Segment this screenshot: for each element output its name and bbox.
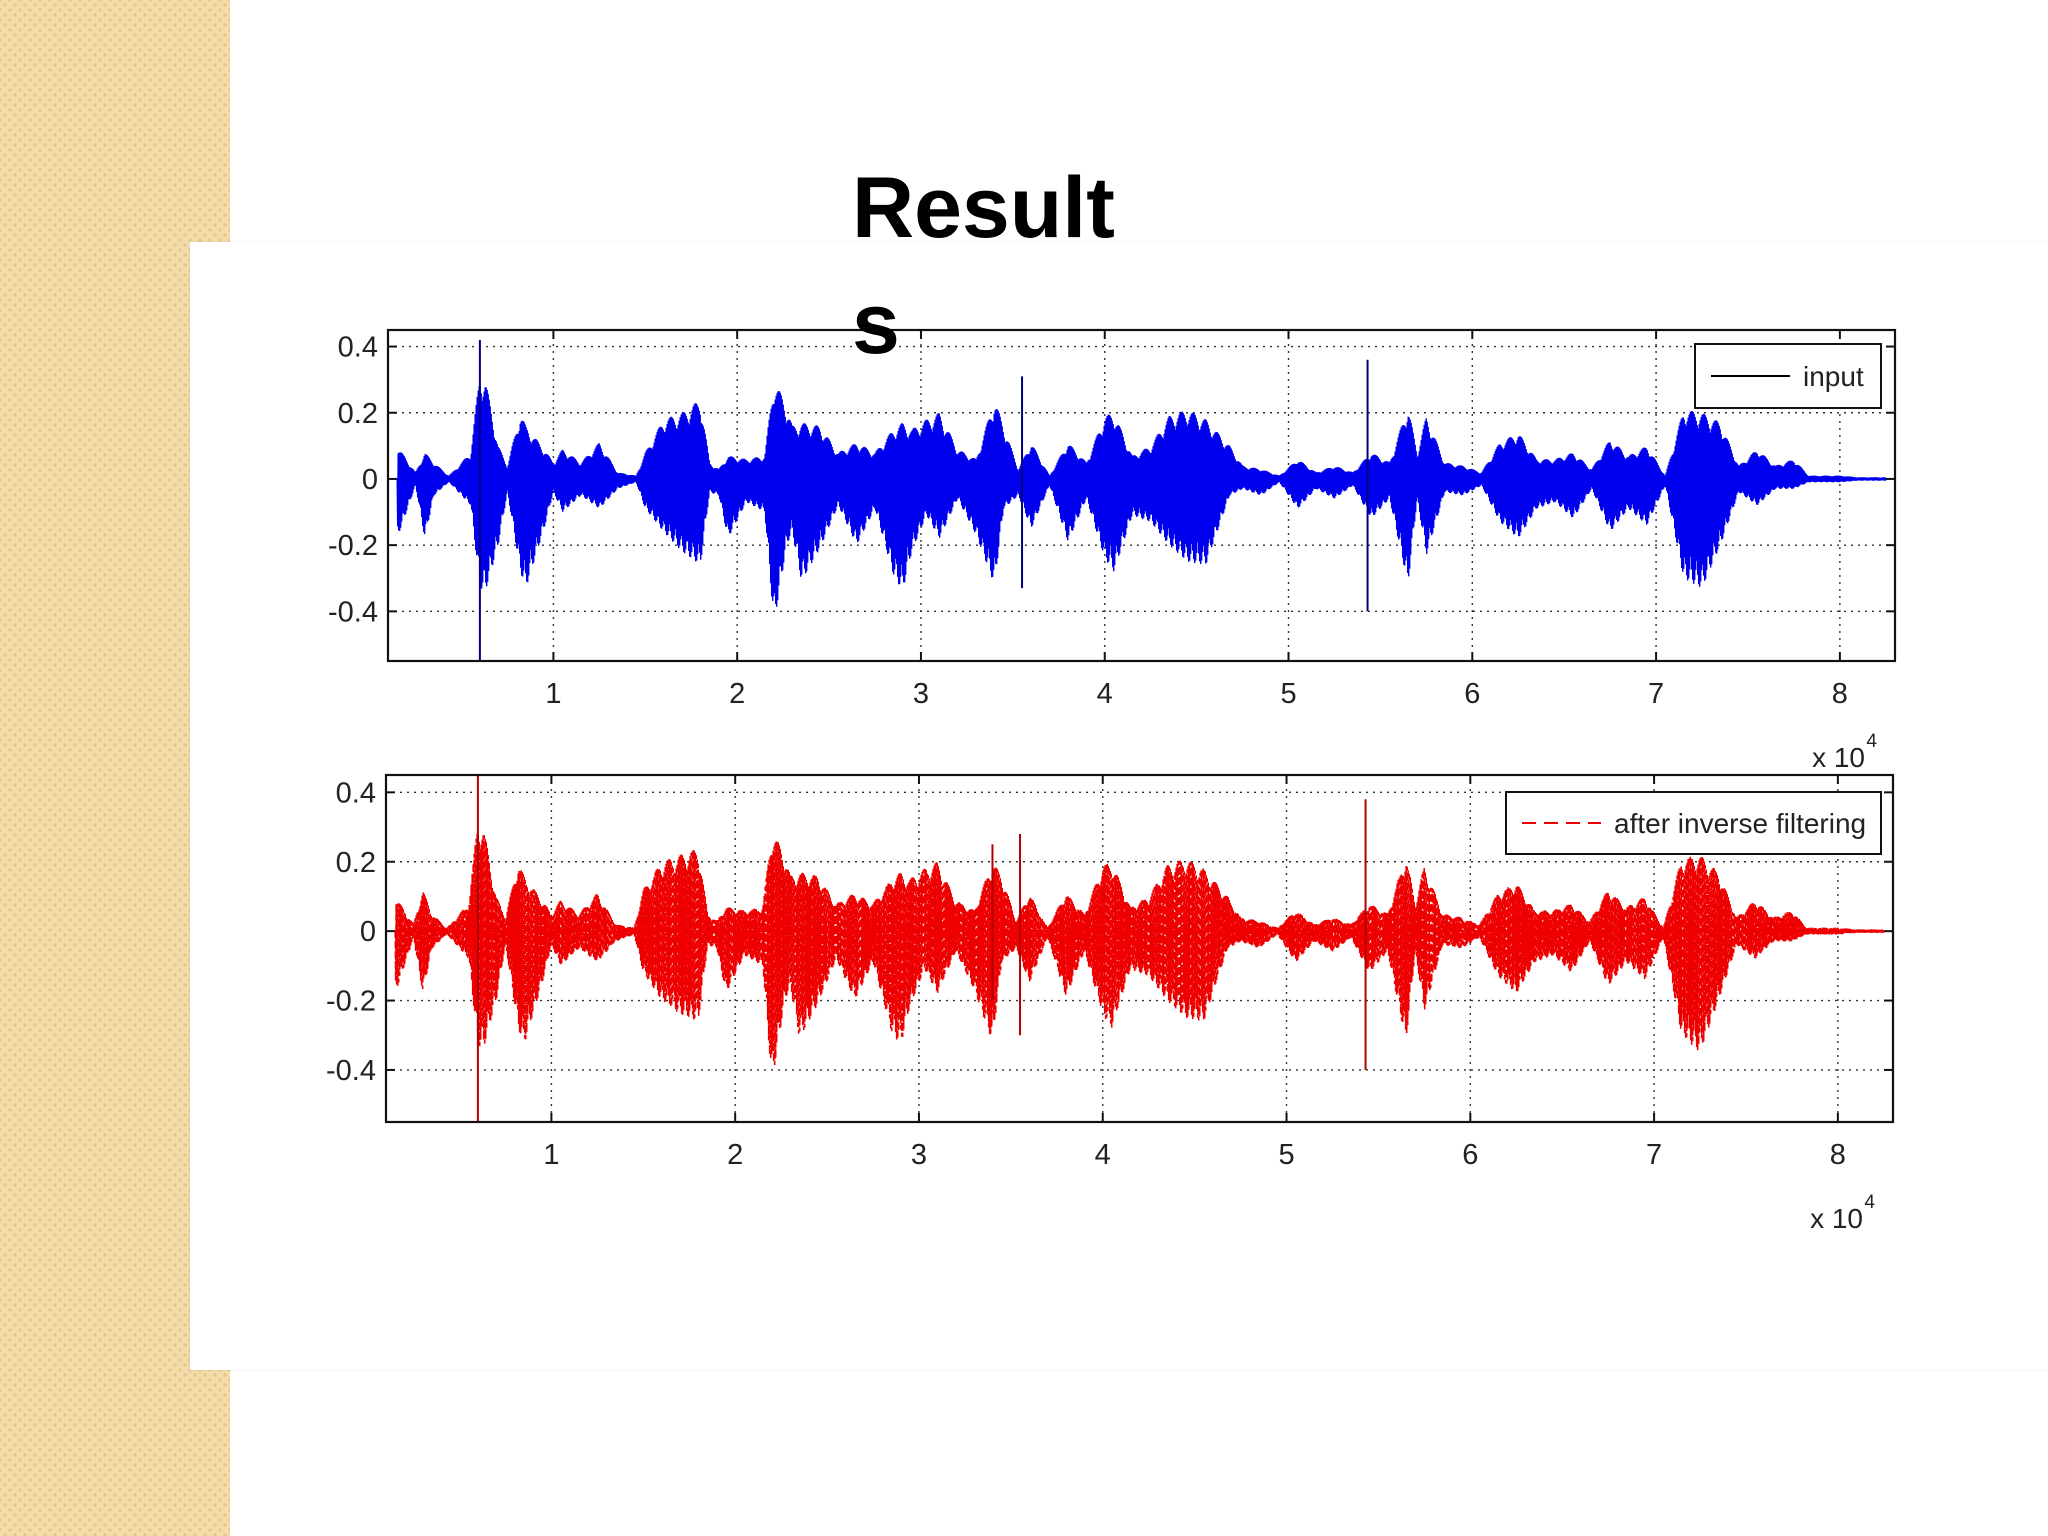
x-exponent-label: x 10 [1812, 742, 1865, 773]
y-tick-label: 0.2 [336, 847, 376, 879]
y-tick-label: 0.2 [338, 398, 378, 430]
x-tick-label: 1 [545, 678, 561, 710]
x-tick-label: 7 [1648, 678, 1664, 710]
y-tick-label: -0.4 [326, 1055, 376, 1087]
x-tick-label: 2 [729, 678, 745, 710]
x-exponent-label: x 10 [1810, 1203, 1863, 1234]
x-tick-label: 6 [1462, 1139, 1478, 1171]
axes-frame [386, 328, 1897, 663]
filtered-waveform-chart: 1 2 3 4 5 6 7 8 0.4 0.2 0 -0.2 -0.4 after inverse fil… [326, 773, 1895, 1234]
x-tick-label: 7 [1646, 1139, 1662, 1171]
x-tick-label: 8 [1832, 678, 1848, 710]
x-tick-label: 1 [543, 1139, 559, 1171]
legend-label: after inverse filtering [1614, 808, 1866, 839]
y-tick-label: 0 [362, 464, 378, 496]
legend-label: input [1803, 361, 1864, 392]
y-tick-label: -0.2 [328, 530, 378, 562]
y-tick-label: -0.4 [328, 596, 378, 628]
x-tick-label: 4 [1097, 678, 1113, 710]
slide-title: Results [852, 160, 1115, 372]
x-tick-label: 3 [911, 1139, 927, 1171]
x-exponent-power: 4 [1864, 1192, 1875, 1213]
waveform-series [396, 386, 1887, 607]
x-tick-label: 5 [1280, 678, 1296, 710]
x-tick-label: 8 [1830, 1139, 1846, 1171]
y-tick-label: -0.2 [326, 986, 376, 1018]
x-tick-label: 5 [1278, 1139, 1294, 1171]
x-tick-label: 2 [727, 1139, 743, 1171]
y-tick-label: 0 [360, 916, 376, 948]
y-tick-label: 0.4 [336, 777, 376, 809]
x-tick-label: 6 [1464, 678, 1480, 710]
axes-frame [384, 773, 1895, 1124]
x-tick-label: 3 [913, 678, 929, 710]
x-exponent-power: 4 [1866, 731, 1877, 752]
waveform-series [394, 833, 1885, 1066]
x-tick-label: 4 [1095, 1139, 1111, 1171]
y-tick-label: 0.4 [338, 332, 378, 364]
